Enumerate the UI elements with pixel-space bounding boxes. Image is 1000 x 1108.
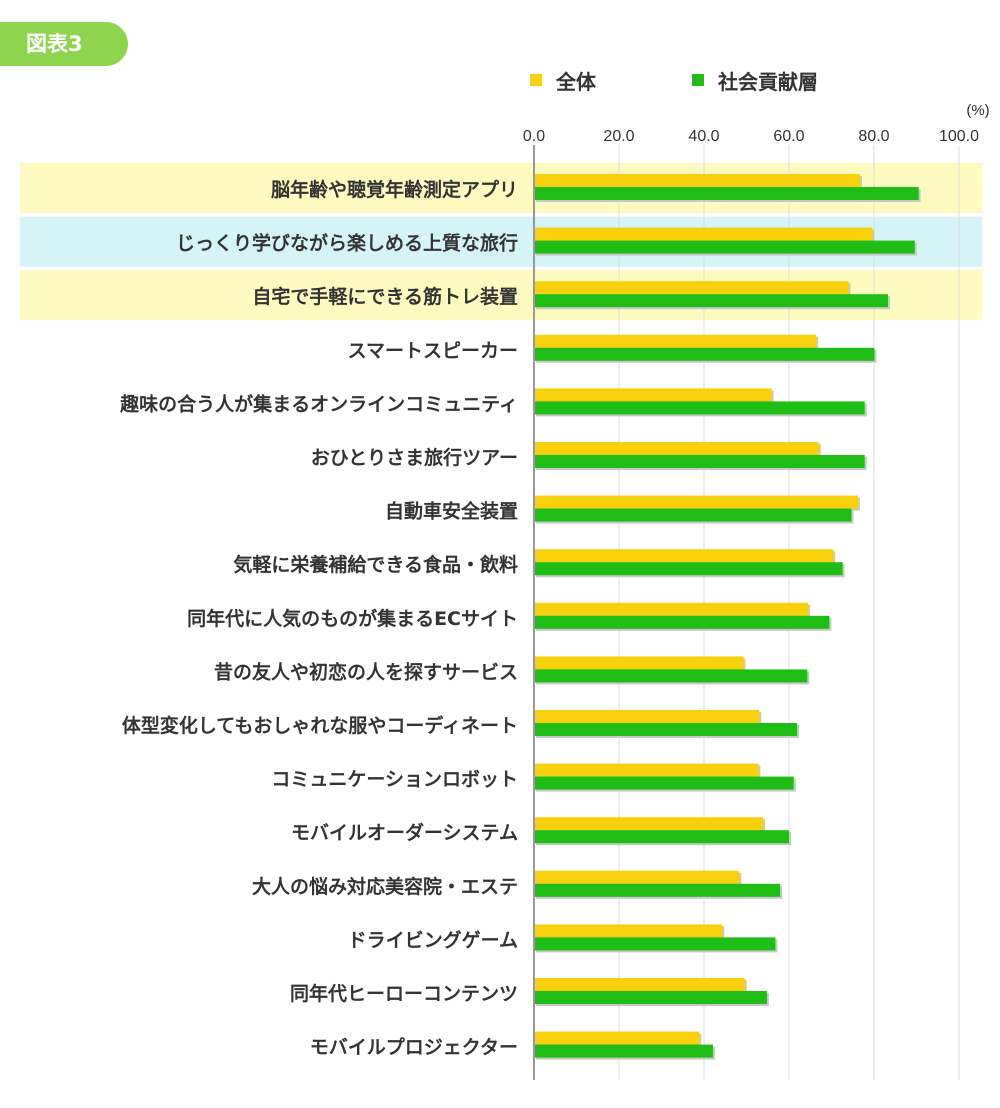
- figure-badge: 図表3: [0, 22, 128, 66]
- category-label: スマートスピーカー: [348, 340, 518, 362]
- legend-label: 全体: [555, 70, 597, 94]
- bar-social-contributors: [534, 991, 767, 1004]
- bar-social-contributors: [534, 723, 798, 736]
- bar-overall: [534, 924, 723, 938]
- category-label: 趣味の合う人が集まるオンラインコミュニティ: [119, 392, 518, 415]
- bar-overall: [534, 442, 819, 455]
- bar-social-contributors: [534, 669, 808, 683]
- bar-social-contributors: [534, 240, 915, 254]
- bar-social-contributors: [534, 937, 776, 951]
- bar-overall: [534, 870, 740, 884]
- bar-social-contributors: [534, 455, 865, 468]
- category-label: 脳年齢や聴覚年齢測定アプリ: [270, 178, 518, 201]
- bar-overall: [534, 817, 764, 831]
- legend-swatch: [692, 74, 704, 86]
- category-label: ドライビングゲーム: [348, 928, 518, 951]
- category-label: 自動車安全装置: [385, 500, 518, 523]
- bar-social-contributors: [534, 776, 794, 790]
- bar-social-contributors: [534, 401, 865, 415]
- category-label: コミュニケーションロボット: [271, 769, 518, 791]
- unit-label: (%): [966, 102, 989, 119]
- bar-social-contributors: [534, 187, 919, 200]
- bar-social-contributors: [534, 508, 852, 522]
- x-tick-label: 60.0: [773, 128, 804, 145]
- bar-overall: [534, 174, 860, 187]
- bar-overall: [534, 549, 834, 563]
- bar-social-contributors: [534, 830, 789, 844]
- bar-social-contributors: [534, 562, 843, 576]
- bar-overall: [534, 602, 809, 616]
- category-label: 大人の悩み対応美容院・エステ: [252, 875, 518, 898]
- bar-social-contributors: [534, 294, 889, 308]
- bar-overall: [534, 227, 873, 241]
- category-label: 同年代に人気のものが集まるECサイト: [187, 607, 518, 630]
- category-label: 昔の友人や初恋の人を探すサービス: [214, 660, 518, 683]
- bar-social-contributors: [534, 615, 830, 629]
- bar-overall: [534, 1031, 700, 1045]
- bar-social-contributors: [534, 1044, 713, 1058]
- x-tick-label: 80.0: [858, 128, 889, 145]
- bar-overall: [534, 388, 772, 402]
- category-label: じっくり学びながら楽しめる上質な旅行: [176, 232, 518, 255]
- x-tick-label: 100.0: [939, 128, 979, 145]
- category-label: 気軽に栄養補給できる食品・飲料: [233, 553, 518, 576]
- bar-social-contributors: [534, 347, 875, 361]
- bar-overall: [534, 281, 849, 295]
- x-tick-label: 40.0: [688, 128, 719, 145]
- category-label: モバイルオーダーシステム: [291, 821, 518, 844]
- legend-swatch: [530, 74, 542, 86]
- bar-social-contributors: [534, 883, 781, 897]
- bar-overall: [534, 495, 858, 509]
- category-label: モバイルプロジェクター: [310, 1036, 518, 1059]
- bar-overall: [534, 763, 759, 777]
- bar-overall: [534, 710, 760, 723]
- category-label: 同年代ヒーローコンテンツ: [290, 982, 518, 1005]
- bar-overall: [534, 334, 817, 348]
- x-tick-label: 20.0: [603, 128, 634, 145]
- category-label: 自宅で手軽にできる筋トレ装置: [252, 285, 518, 308]
- category-label: 体型変化してもおしゃれな服やコーディネート: [122, 714, 518, 737]
- legend-label: 社会貢献層: [717, 70, 818, 94]
- bar-overall: [534, 978, 745, 991]
- x-tick-label: 0.0: [523, 128, 545, 145]
- bar-overall: [534, 656, 744, 670]
- category-label: おひとりさま旅行ツアー: [311, 446, 518, 469]
